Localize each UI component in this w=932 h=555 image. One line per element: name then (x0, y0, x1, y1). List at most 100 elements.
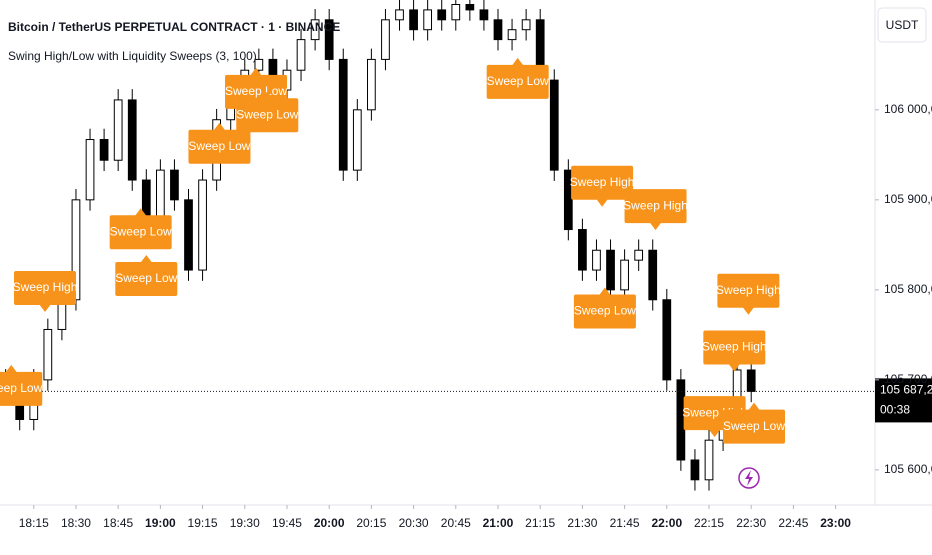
sweep-label: Sweep High (716, 273, 781, 315)
x-tick-label: 18:45 (103, 516, 133, 530)
sweep-pointer (728, 363, 741, 372)
sweep-text: Sweep Low (487, 74, 549, 88)
candle-body (43, 328, 53, 381)
sweep-label: Sweep Low (573, 287, 636, 329)
sweep-pointer (140, 255, 153, 264)
candle-body (563, 169, 573, 231)
sweep-box (573, 294, 636, 329)
x-tick-label: 18:30 (61, 516, 91, 530)
sweep-text: Sweep Low (574, 304, 636, 318)
x-tick-label: 20:45 (441, 516, 471, 530)
sweep-label: Sweep Low (723, 402, 786, 444)
candle-body (254, 58, 264, 71)
sweep-box (115, 262, 178, 297)
sweep-label: Sweep High (13, 271, 78, 313)
candle-body (437, 9, 447, 21)
sweep-text: Sweep High (13, 280, 78, 294)
sweep-pointer (5, 364, 18, 373)
candle-body (648, 249, 658, 301)
sweep-box (717, 273, 780, 308)
candle-body (296, 39, 306, 71)
sweep-box (571, 165, 634, 200)
last-price-box (875, 378, 932, 423)
sweep-pointer (742, 306, 755, 315)
candle-body (170, 169, 179, 201)
alert-icon-bolt (745, 470, 753, 486)
candle-body (479, 9, 489, 21)
x-tick-label: 21:15 (525, 516, 555, 530)
sweep-label: Sweep Low (115, 255, 178, 297)
x-tick-label: 20:15 (356, 516, 386, 530)
x-tick-label: 23:00 (820, 516, 851, 530)
y-tick-label: 106 000,0 (884, 102, 932, 116)
y-tick-label: 105 600,0 (884, 462, 932, 476)
candle-body (662, 299, 672, 381)
sweep-box (486, 64, 549, 99)
currency[interactable]: USDT (886, 18, 919, 32)
candle-body (423, 9, 433, 31)
sweep-box (188, 129, 251, 164)
x-tick-label: 22:00 (651, 516, 682, 530)
candle-body (409, 9, 418, 31)
sweep-label: Sweep Low (486, 57, 549, 99)
x-tick-label: 22:30 (736, 516, 766, 530)
sweep-label: Sweep High (570, 165, 634, 207)
sweep-pointer (708, 429, 721, 438)
candle-body (381, 19, 390, 60)
sweep-label: Sweep High (623, 189, 688, 231)
y-tick-label: 105 700,0 (884, 372, 932, 386)
currency-box[interactable] (877, 7, 927, 43)
sweep-text: Sweep High (623, 198, 688, 212)
sweep-pointer (39, 304, 52, 313)
sweep-box (624, 189, 687, 224)
sweep-pointer (261, 91, 274, 100)
plot-area: Sweep Low Sweep High Sweep Low Sweep Low Swe… (0, 0, 875, 491)
last-price: 105 687,2 (880, 383, 932, 397)
sweep-pointer (598, 287, 611, 296)
sweep-box (236, 98, 299, 133)
candle-body (352, 109, 362, 171)
candle-body (310, 19, 320, 41)
y-tick-label: 105 800,0 (884, 282, 932, 296)
sweep-text: Sweep Low (188, 139, 250, 153)
candle-body (507, 29, 517, 41)
sweep-text: Sweep High (702, 340, 767, 354)
sweep-label: Sweep Low (188, 122, 251, 164)
sweep-text: Sweep Low (0, 381, 43, 395)
sweep-label: Sweep Low (109, 208, 172, 250)
sweep-label: Sweep High (702, 330, 767, 372)
candle-body (578, 229, 587, 271)
x-tick-label: 19:00 (145, 516, 176, 530)
sweep-box (0, 371, 43, 406)
y-tick-label: 105 900,0 (884, 192, 932, 206)
x-tick-label: 19:30 (230, 516, 260, 530)
chart-title: Bitcoin / TetherUS PERPETUAL CONTRACT · … (8, 20, 340, 34)
x-tick-label: 21:00 (483, 516, 514, 530)
x-tick-label: 22:15 (694, 516, 724, 530)
candle-body (184, 199, 193, 271)
indicator-name: Swing High/Low with Liquidity Sweeps (3,… (8, 49, 257, 63)
candle-body (85, 139, 95, 201)
sweep-pointer (134, 208, 147, 217)
sweep-box (723, 409, 786, 444)
candle-body (338, 58, 348, 171)
candle-body (746, 369, 756, 392)
sweep-box (109, 215, 172, 250)
candle-body (634, 249, 644, 261)
candle-body (521, 19, 531, 31)
candle-body (324, 19, 334, 60)
sweep-text: Sweep Low (236, 107, 298, 121)
sweep-text: Sweep Low (225, 84, 287, 98)
candle-body (465, 4, 475, 11)
overlay: Bitcoin / TetherUS PERPETUAL CONTRACT · … (8, 20, 932, 423)
x-tick-label: 18:15 (19, 516, 49, 530)
candle-body (395, 9, 404, 21)
candle-body (99, 139, 109, 161)
sweep-text: Sweep Low (115, 271, 177, 285)
candle-body (690, 459, 700, 481)
x-tick-label: 20:00 (314, 516, 345, 530)
candle-body (549, 79, 559, 171)
candle-body (704, 439, 714, 481)
candle-body (367, 58, 376, 111)
x-tick-label: 20:30 (399, 516, 429, 530)
